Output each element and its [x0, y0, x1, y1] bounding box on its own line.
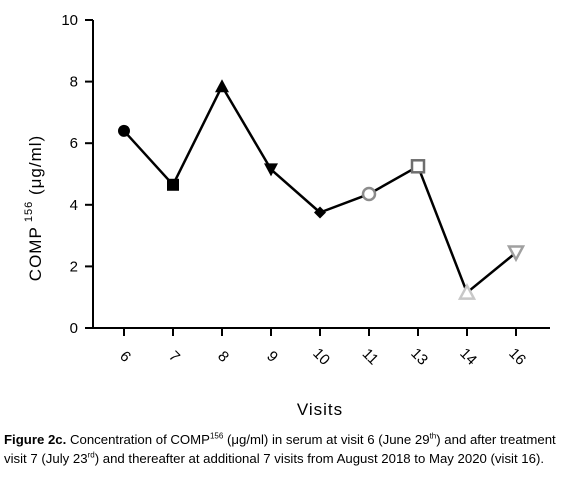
x-tick-label: 8	[214, 348, 232, 366]
data-point-9	[264, 163, 278, 177]
data-point-14	[457, 282, 477, 300]
caption-text-2: (μg/ml) in serum at visit 6 (June 29	[223, 432, 430, 447]
y-tick-label: 0	[70, 320, 78, 337]
data-point-13	[410, 159, 426, 174]
y-tick-label: 10	[61, 12, 78, 29]
data-markers	[118, 79, 526, 300]
x-tick-label: 14	[456, 345, 480, 369]
caption-sup-1: 156	[209, 431, 224, 441]
data-point-16	[506, 245, 526, 263]
x-axis-title: Visits	[297, 400, 343, 419]
series-line	[123, 84, 517, 294]
y-tick-label: 8	[70, 74, 78, 91]
y-tick-label: 2	[70, 258, 78, 275]
y-axis-title: COMP 156 (μg/ml)	[23, 135, 45, 281]
data-point-7	[167, 178, 179, 191]
series-polyline	[123, 84, 517, 294]
caption-label: Figure 2c.	[4, 432, 67, 447]
line-chart: 0 2 4 6 8 10 6 7 8 9 10 11 13 14 16 Visits COMP 156 (μg/…	[23, 12, 550, 419]
y-tick-label: 6	[70, 135, 78, 152]
caption-sup-2: th	[429, 431, 437, 441]
caption-text-3: ) and after treatment visit 7 (July 23	[4, 432, 556, 466]
caption-text-4: ) and thereafter at additional 7 visits …	[94, 451, 545, 466]
chart-axes	[85, 19, 550, 336]
caption-text-1: Concentration of COMP	[66, 432, 210, 447]
x-tick-label: 11	[359, 345, 382, 368]
x-tick-label: 13	[407, 345, 431, 369]
x-tick-label: 10	[309, 345, 333, 369]
data-point-11	[361, 186, 377, 202]
data-point-8	[215, 79, 229, 93]
axis-labels: 0 2 4 6 8 10 6 7 8 9 10 11 13 14 16 Visits COMP 156 (μg/…	[23, 12, 529, 419]
x-tick-label: 9	[263, 348, 281, 366]
x-tick-label: 16	[505, 345, 529, 369]
y-tick-label: 4	[70, 197, 78, 214]
x-tick-label: 6	[116, 348, 134, 366]
x-tick-label: 7	[165, 348, 183, 366]
figure-caption: Figure 2c. Concentration of COMP156 (μg/…	[4, 430, 560, 468]
data-point-10	[314, 206, 326, 219]
data-point-6	[118, 124, 130, 137]
caption-sup-3: rd	[87, 450, 95, 460]
